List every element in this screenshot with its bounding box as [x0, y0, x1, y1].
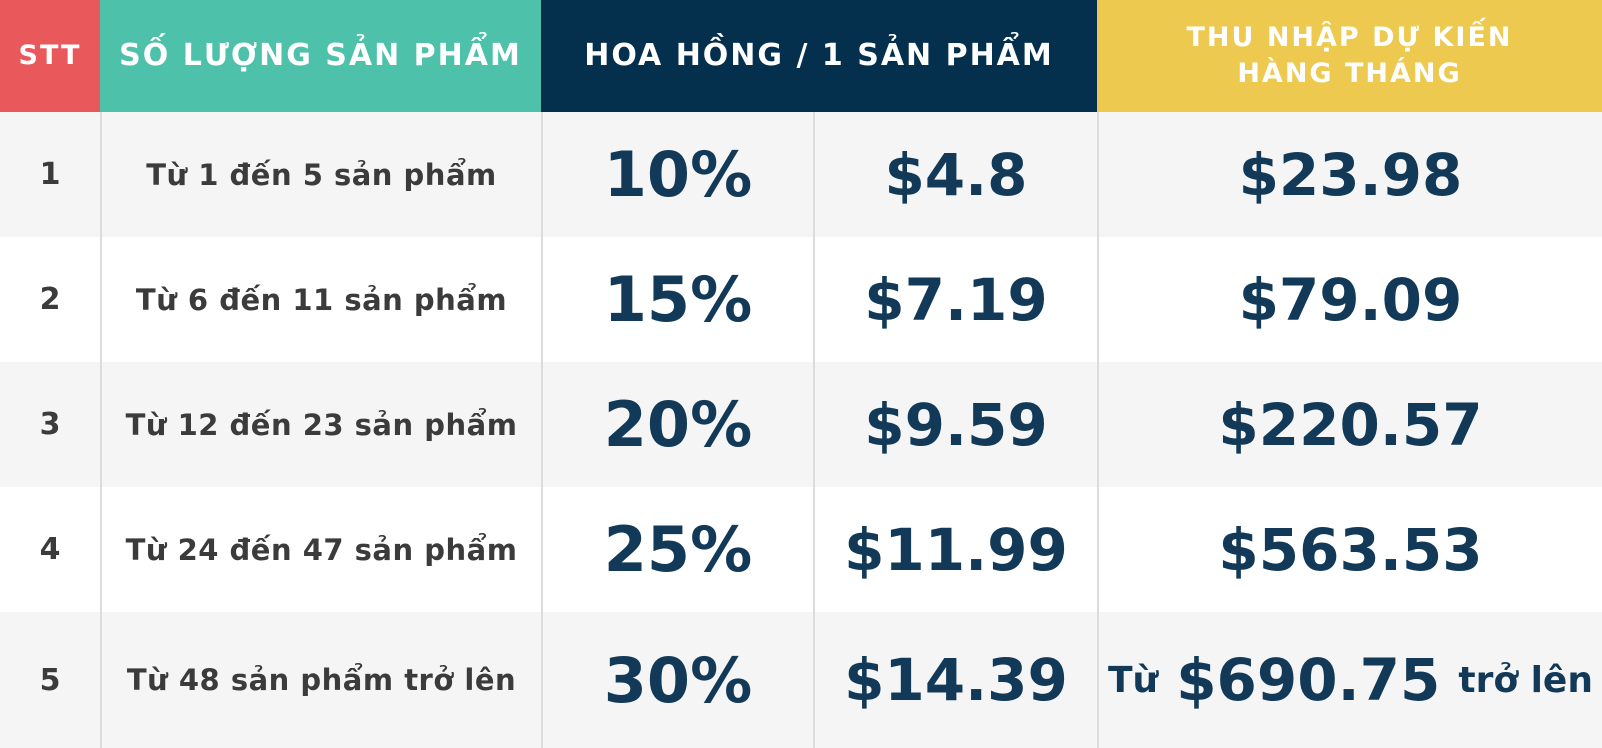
quantity-range: Từ 6 đến 11 sản phẩm	[100, 237, 541, 362]
income-suffix: trở lên	[1458, 659, 1593, 701]
commission-percent: 25%	[541, 487, 813, 612]
income-value: $563.53	[1218, 515, 1483, 584]
monthly-income: $220.57	[1097, 362, 1602, 487]
header-quantity: SỐ LƯỢNG SẢN PHẨM	[100, 0, 541, 112]
income-value: $690.75	[1176, 646, 1441, 714]
table-row: 4 Từ 24 đến 47 sản phẩm 25% $11.99 $563.…	[0, 487, 1602, 612]
table-row: 3 Từ 12 đến 23 sản phẩm 20% $9.59 $220.5…	[0, 362, 1602, 487]
header-commission-label: HOA HỒNG / 1 SẢN PHẨM	[584, 37, 1054, 73]
quantity-range: Từ 48 sản phẩm trở lên	[100, 612, 541, 748]
income-prefix: Từ	[1108, 659, 1159, 701]
commission-percent: 15%	[541, 237, 813, 362]
commission-percent: 30%	[541, 612, 813, 748]
quantity-range: Từ 12 đến 23 sản phẩm	[100, 362, 541, 487]
table-row: 2 Từ 6 đến 11 sản phẩm 15% $7.19 $79.09	[0, 237, 1602, 362]
commission-amount: $9.59	[813, 362, 1097, 487]
commission-amount: $14.39	[813, 612, 1097, 748]
quantity-range: Từ 24 đến 47 sản phẩm	[100, 487, 541, 612]
commission-amount: $7.19	[813, 237, 1097, 362]
row-number: 2	[39, 282, 61, 317]
row-number: 5	[39, 662, 61, 698]
header-income-line1: THU NHẬP DỰ KIẾN	[1186, 21, 1513, 53]
quantity-range: Từ 1 đến 5 sản phẩm	[100, 112, 541, 237]
header-income: THU NHẬP DỰ KIẾN HÀNG THÁNG	[1097, 0, 1602, 112]
header-quantity-label: SỐ LƯỢNG SẢN PHẨM	[119, 37, 522, 73]
commission-amount: $11.99	[813, 487, 1097, 612]
row-number: 4	[39, 532, 61, 567]
monthly-income: $23.98	[1097, 112, 1602, 237]
table-header-row: STT SỐ LƯỢNG SẢN PHẨM HOA HỒNG / 1 SẢN P…	[0, 0, 1602, 112]
income-value: $23.98	[1238, 140, 1463, 209]
income-value: $220.57	[1218, 390, 1483, 459]
header-stt: STT	[0, 0, 100, 112]
table-body: 1 Từ 1 đến 5 sản phẩm 10% $4.8 $23.98 2 …	[0, 112, 1602, 748]
header-commission: HOA HỒNG / 1 SẢN PHẨM	[541, 0, 1097, 112]
table-row: 1 Từ 1 đến 5 sản phẩm 10% $4.8 $23.98	[0, 112, 1602, 237]
monthly-income: $563.53	[1097, 487, 1602, 612]
commission-percent: 20%	[541, 362, 813, 487]
header-income-line2: HÀNG THÁNG	[1237, 58, 1462, 89]
income-value: $79.09	[1238, 265, 1463, 334]
table-row: 5 Từ 48 sản phẩm trở lên 30% $14.39 Từ $…	[0, 612, 1602, 748]
monthly-income: $79.09	[1097, 237, 1602, 362]
header-stt-label: STT	[18, 39, 82, 71]
header-income-label: THU NHẬP DỰ KIẾN HÀNG THÁNG	[1187, 20, 1513, 93]
monthly-income: Từ $690.75 trở lên	[1097, 612, 1602, 748]
row-number: 3	[39, 407, 61, 442]
row-number: 1	[39, 157, 61, 192]
commission-amount: $4.8	[813, 112, 1097, 237]
commission-percent: 10%	[541, 112, 813, 237]
